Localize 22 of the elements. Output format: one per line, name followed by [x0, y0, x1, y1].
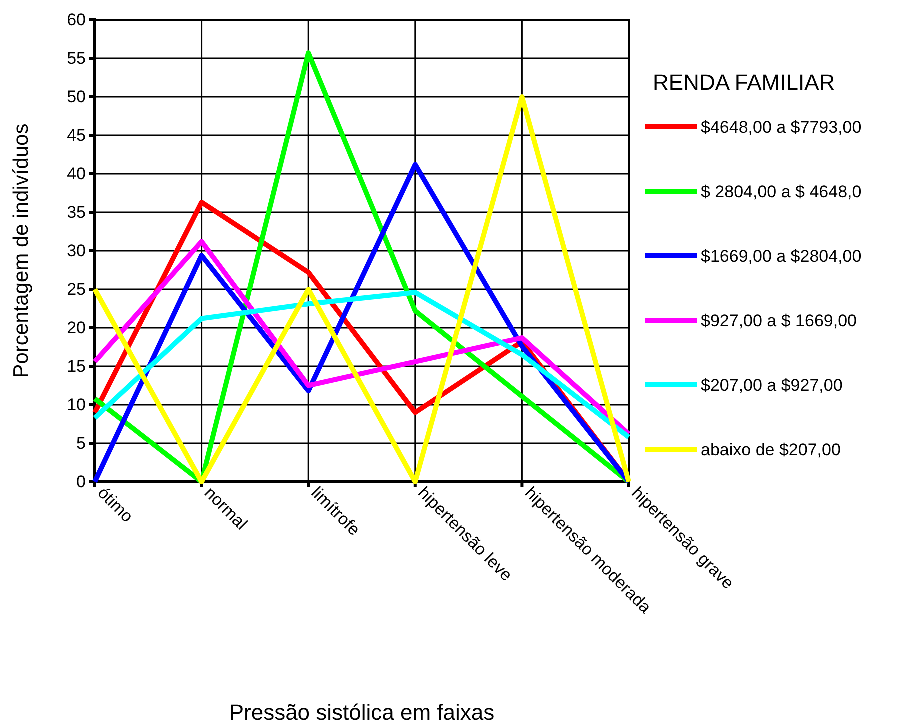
y-tick-label: 0	[76, 472, 86, 492]
y-axis-title: Porcentagem de indivíduos	[10, 124, 33, 378]
y-tick-label: 60	[67, 10, 86, 30]
y-tick-label: 35	[67, 202, 86, 222]
y-tick-label: 55	[67, 48, 86, 68]
legend-label: $1669,00 a $2804,00	[701, 247, 862, 266]
y-tick-label: 5	[76, 434, 86, 453]
y-tick-label: 15	[67, 356, 86, 376]
y-tick-label: 30	[67, 241, 86, 260]
y-tick-label: 50	[67, 87, 86, 106]
x-axis-title: Pressão sistólica em faixas	[229, 700, 495, 725]
legend-label: abaixo de $207,00	[701, 440, 841, 460]
y-tick-label: 10	[67, 395, 86, 414]
y-tick-label: 25	[67, 280, 86, 299]
y-tick-label: 45	[67, 126, 86, 145]
legend-label: $207,00 a $927,00	[701, 376, 843, 395]
y-tick-label: 40	[67, 164, 86, 184]
legend-label: $ 2804,00 a $ 4648,0	[701, 182, 862, 202]
y-tick-label: 20	[67, 318, 86, 338]
legend-title: RENDA FAMILIAR	[653, 70, 836, 95]
legend-label: $4648,00 a $7793,00	[701, 118, 862, 137]
legend-label: $927,00 a $ 1669,00	[701, 312, 857, 330]
